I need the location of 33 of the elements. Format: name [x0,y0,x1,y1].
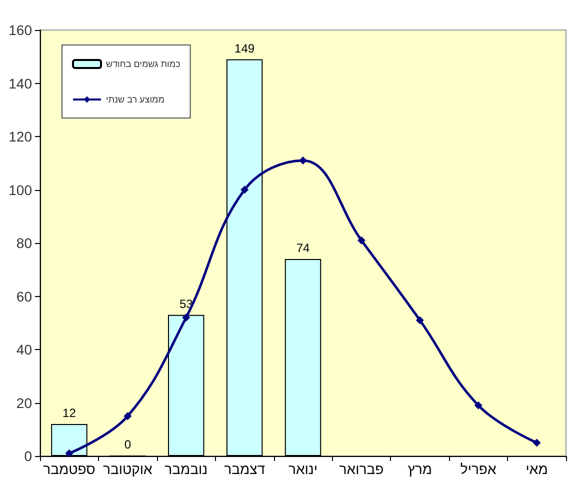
x-tick-label: אוקטובר [103,461,153,477]
x-tick-label: פברואר [339,461,384,477]
y-tick-label: 40 [16,342,32,358]
legend-label: כמות גשמים בחודש [106,59,181,69]
point [240,186,249,194]
y-tick-label: 20 [16,394,32,411]
x-tick-label: ספטמבר [43,461,96,477]
x-tick-label: דצמבר [224,461,266,477]
x-tick-label: מרץ [408,461,432,477]
point [299,156,307,164]
point [474,401,482,410]
y-tick-label: 60 [16,288,32,304]
y-tick-label: 80 [16,235,32,251]
x-tick-label: מאי [526,461,548,477]
data-label: 149 [234,41,255,56]
y-tick-label: 120 [8,128,32,144]
y-tick-label: 140 [8,75,32,92]
x-tick-label: נובמבר [164,461,208,477]
legend-label: ממוצע רב שנתי [106,94,164,104]
data-label: 12 [62,406,76,420]
point [532,438,541,447]
point [357,236,366,244]
y-tick-label: 100 [8,182,32,198]
point [65,449,74,458]
point [124,412,132,420]
y-tick-label: 0 [24,448,32,464]
point [182,314,190,322]
data-label: 0 [124,438,132,452]
x-tick-label: ינואר [288,461,318,477]
point [416,316,424,324]
data-label: 74 [296,240,310,255]
y-tick-label: 160 [8,22,32,38]
x-tick-label: אפריל [460,461,496,477]
